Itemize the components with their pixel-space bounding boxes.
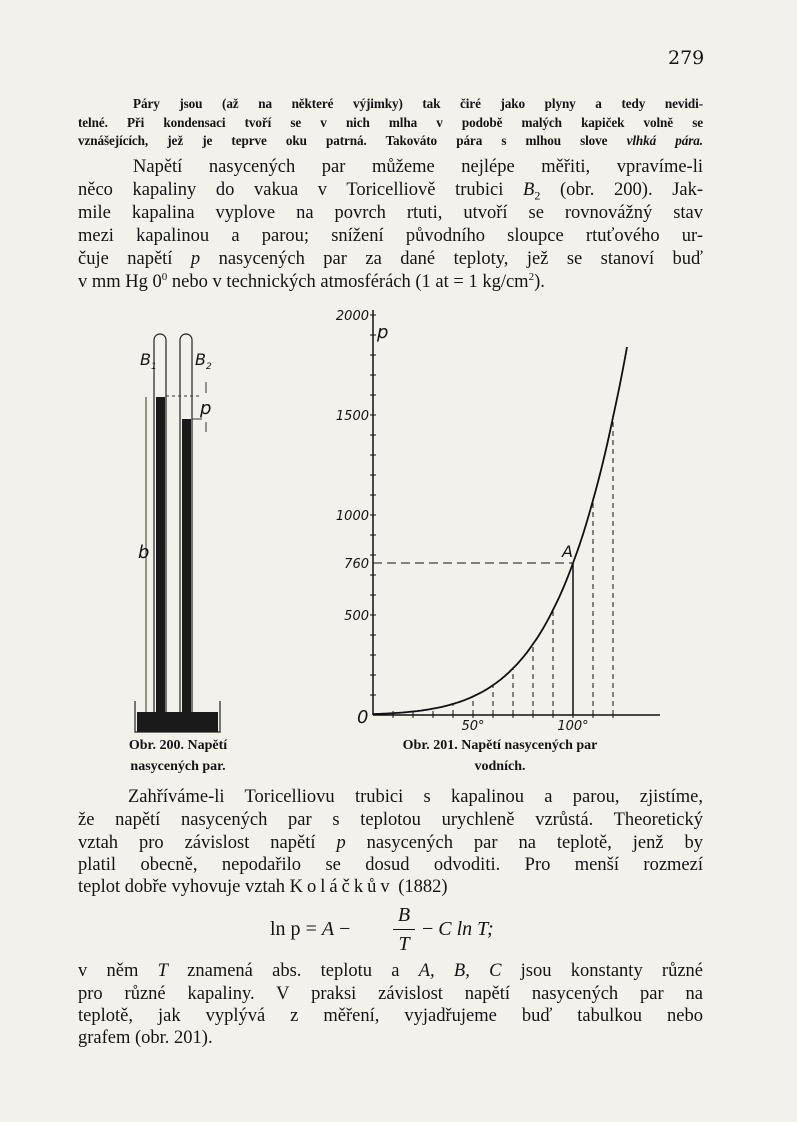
point-a-label: A [561, 542, 573, 561]
label-b2: B2 [195, 350, 212, 372]
formula-lhs: ln p = A − [270, 918, 351, 940]
p2-line-4: platil obecně, nepodařilo se dosud odvod… [78, 855, 703, 875]
mercury-dish [134, 701, 221, 733]
p1-line-2: něco kapaliny do vakua v Toricelliově tr… [78, 180, 703, 204]
tube-b2 [179, 333, 193, 720]
intro-line-3: vznášejících, jež je teprve oku patrná. … [78, 133, 703, 149]
p1-text: ). [534, 272, 545, 293]
p2-text: vztah pro závislost napětí [78, 833, 316, 853]
p1-line-3: mile kapalina vyplove na povrch rtuti, u… [78, 203, 703, 223]
figure-200-caption: Obr. 200. Napětí nasycených par. [88, 735, 268, 777]
p3-line-4: grafem (obr. 201). [78, 1028, 213, 1048]
symbol-p: p [336, 833, 346, 853]
p1-line-5: čuje napětí p nasycených par za dané tep… [78, 249, 703, 270]
label-p: p [199, 398, 211, 419]
intro-line-2: telné. Při kondensaci tvoří se v nich ml… [78, 115, 703, 130]
p1-line-6: v mm Hg 00 nebo v technických atmosférác… [78, 271, 703, 293]
y-tick-label: 760 [344, 557, 369, 572]
p2-text: teplot dobře vyhovuje vztah [78, 877, 286, 897]
caption-line: Obr. 200. Napětí [128, 738, 228, 753]
name-kolacek: Koláčkův [289, 877, 394, 897]
page-number: 279 [668, 47, 705, 69]
symbol-p: p [190, 249, 201, 269]
subscript: 2 [534, 188, 541, 203]
label-b: b [138, 542, 149, 563]
superscript: 0 [161, 271, 168, 283]
p2-line-2: že napětí nasycených par s teplotou uryc… [78, 810, 703, 830]
y-tick-label: 1000 [336, 509, 369, 524]
y-tick-label: 2000 [336, 309, 369, 324]
p1-text: v mm Hg 0 [78, 272, 162, 293]
p1-text: čuje napětí [78, 249, 173, 269]
tube-b1 [153, 333, 167, 720]
p2-line-3: vztah pro závislost napětí p nasycených … [78, 833, 703, 854]
p1-line-4: mezi kapalinou a parou; snížení původníh… [78, 226, 703, 246]
term-vlhka-para: vlhká pára. [626, 133, 704, 148]
p3-line-3: teplotě, jak vyplývá z měření, vyjadřuje… [78, 1006, 703, 1026]
p2-line-5: teplot dobře vyhovuje vztah Koláčkův (18… [78, 877, 703, 898]
symbol-b2: B2 [523, 180, 541, 203]
p1-text: nasycených par za dané teploty, jež se s… [218, 249, 703, 269]
p1-line-1: Napětí nasycených par můžeme nejlépe měř… [133, 157, 703, 177]
caption-line: nasycených par. [130, 759, 226, 774]
intro-line-1: Páry jsou (až na některé výjimky) tak či… [133, 96, 703, 111]
y-axis-label: p [376, 322, 388, 343]
y-tick-label: 1500 [336, 409, 369, 424]
formula-rhs: − C ln T; [422, 918, 494, 940]
p2-text: nasycených par na teplotě, jenž by [366, 833, 704, 853]
p3-line-2: pro různé kapaliny. V praksi závislost n… [78, 984, 703, 1004]
p2-text: (1882) [398, 877, 448, 897]
x-tick-label: 100° [557, 719, 588, 734]
symbol-b: B [523, 180, 535, 200]
p1-text: (obr. 200). Jak- [559, 180, 704, 200]
y-tick-label: 500 [344, 609, 369, 624]
p2-line-1: Zahříváme-li Toricelliovu trubici s kapa… [128, 787, 703, 807]
caption-line: vodních. [474, 759, 526, 774]
caption-line: Obr. 201. Napětí nasycených par [402, 738, 598, 753]
x-tick-label: 50° [461, 719, 484, 734]
origin-label: 0 [357, 707, 368, 728]
vapor-pressure-curve [372, 346, 628, 715]
p1-text: nebo v technických atmosférách (1 at = 1… [171, 272, 529, 293]
superscript: 2 [528, 271, 535, 283]
intro-line-3-text: vznášejících, jež je teprve oku patrná. … [78, 133, 608, 148]
p3-line-1: v něm T znamená abs. teplotu a A, B, C j… [78, 961, 704, 981]
p1-text: něco kapaliny do vakua v Toricelliově tr… [78, 180, 504, 200]
figure-201-caption: Obr. 201. Napětí nasycených par vodních. [360, 735, 640, 777]
label-b1: B1 [140, 350, 157, 372]
figure-200-torricelli-tubes: B1 B2 p b [134, 333, 221, 733]
